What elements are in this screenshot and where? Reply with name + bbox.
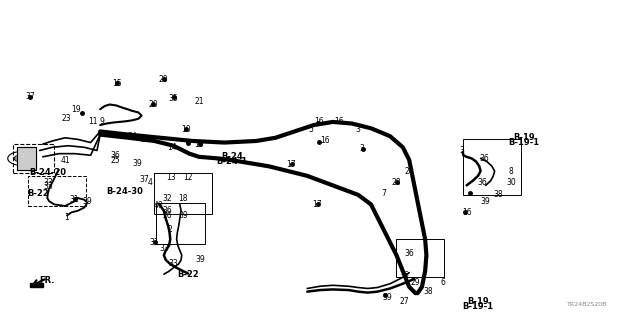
Text: 32: 32 [163, 194, 173, 203]
Text: 15: 15 [194, 140, 204, 148]
Text: 5: 5 [308, 125, 313, 134]
Bar [13, 144, 54, 173]
Text: 33: 33 [43, 178, 52, 187]
Text: 23: 23 [61, 114, 71, 123]
Text: B-19: B-19 [513, 133, 535, 142]
Text: 38: 38 [424, 287, 433, 296]
Text: 2: 2 [167, 225, 172, 234]
Text: 31: 31 [70, 195, 79, 204]
Polygon shape [30, 283, 43, 287]
Text: B-24: B-24 [221, 152, 243, 161]
Text: B-19: B-19 [467, 297, 489, 306]
Text: 36: 36 [400, 271, 410, 280]
Text: 37: 37 [140, 174, 149, 184]
Bar [156, 203, 205, 244]
Text: 39: 39 [382, 293, 392, 302]
Text: 16: 16 [314, 117, 324, 126]
Text: B-24-30: B-24-30 [106, 187, 143, 196]
Polygon shape [17, 147, 36, 170]
Text: 33: 33 [159, 244, 169, 253]
Circle shape [14, 155, 29, 162]
Text: 16: 16 [461, 208, 472, 217]
Text: B-24-1: B-24-1 [216, 157, 248, 166]
Text: 31: 31 [150, 238, 159, 247]
Text: 30: 30 [506, 178, 516, 187]
Text: 36: 36 [404, 249, 414, 258]
Text: FR.: FR. [40, 276, 55, 285]
Text: 39: 39 [132, 159, 142, 168]
Text: 39: 39 [481, 197, 490, 206]
Text: 16: 16 [334, 117, 344, 126]
Text: 40: 40 [154, 202, 164, 211]
Text: 15: 15 [113, 79, 122, 88]
Text: 36: 36 [110, 151, 120, 160]
Bar [396, 239, 444, 277]
Text: B-22: B-22 [28, 189, 49, 198]
Text: 19: 19 [71, 105, 81, 114]
Text: 29: 29 [411, 278, 420, 287]
Text: 41: 41 [60, 156, 70, 164]
Text: 26: 26 [163, 211, 173, 220]
Text: 39: 39 [178, 211, 188, 220]
Text: 25: 25 [110, 156, 120, 165]
Text: 9: 9 [100, 117, 104, 126]
Text: 11: 11 [88, 117, 97, 126]
Text: B-22: B-22 [177, 270, 199, 279]
Bar [154, 173, 212, 214]
Text: 34: 34 [128, 132, 138, 141]
Text: 33: 33 [168, 259, 179, 268]
Text: 17: 17 [312, 200, 322, 209]
Text: 37: 37 [25, 92, 35, 101]
Text: 33: 33 [43, 182, 52, 191]
Text: 10: 10 [181, 125, 191, 134]
Text: 20: 20 [159, 75, 168, 84]
Text: 39: 39 [83, 197, 92, 206]
Text: 24: 24 [404, 167, 414, 176]
Text: 7: 7 [381, 189, 386, 198]
Text: 3: 3 [360, 144, 365, 153]
Text: 18: 18 [179, 194, 188, 203]
Text: 3: 3 [356, 125, 361, 134]
Text: 16: 16 [320, 136, 330, 146]
Text: B-19-1: B-19-1 [508, 138, 540, 147]
Text: 12: 12 [183, 173, 193, 182]
Text: 36: 36 [477, 178, 488, 187]
Text: 3: 3 [459, 146, 464, 155]
Text: 14: 14 [167, 143, 177, 152]
Text: 38: 38 [493, 190, 503, 199]
Text: 21: 21 [194, 97, 204, 106]
Bar [463, 140, 521, 195]
Text: 17: 17 [287, 160, 296, 169]
Text: 36: 36 [479, 154, 489, 163]
Text: 36: 36 [163, 206, 173, 215]
Text: 39: 39 [195, 255, 205, 264]
Text: 1: 1 [65, 212, 69, 222]
Text: 8: 8 [509, 167, 513, 176]
Text: 27: 27 [399, 297, 409, 306]
Text: 20: 20 [148, 100, 158, 109]
Text: 4: 4 [147, 178, 152, 187]
Text: B-24-20: B-24-20 [29, 168, 66, 177]
Text: 35: 35 [168, 94, 179, 103]
Text: 22: 22 [140, 135, 150, 144]
Text: 13: 13 [166, 173, 176, 182]
Bar [28, 176, 86, 206]
Text: 6: 6 [440, 278, 445, 287]
Text: B-19-1: B-19-1 [463, 302, 493, 311]
Text: TR24B2S20B: TR24B2S20B [568, 302, 608, 307]
Text: 28: 28 [392, 178, 401, 187]
